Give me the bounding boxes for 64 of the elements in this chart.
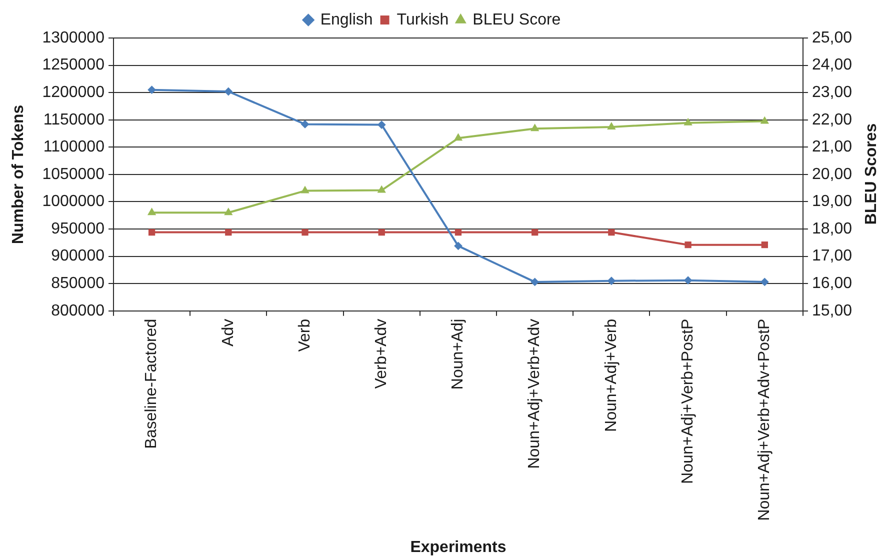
y2-tick-label: 23,00 [812,84,852,101]
point [454,242,462,250]
y2-tick-label: 21,00 [812,138,852,156]
y-tick-label: 1050000 [42,166,105,183]
point [760,278,769,286]
point [530,278,539,286]
point [454,228,462,236]
point [532,228,538,236]
y-tick-label: 1300000 [42,29,105,46]
point [607,276,616,285]
point [148,86,156,94]
point [608,228,615,236]
x-tick-label: Noun+Adj+Verb [602,318,620,432]
point [530,124,539,132]
y2-tick-label: 16,00 [812,274,852,292]
point [761,242,768,248]
x-tick-label: Noun+Adj+Verb+Adv+PostP [756,318,774,521]
x-tick-label: Noun+Adj+Verb+Adv [526,318,544,469]
point [607,122,616,130]
y-tick-label: 800000 [51,302,105,320]
point [378,186,386,193]
y-tick-label: 1000000 [42,193,105,210]
point [454,134,462,141]
y2-tick-label: 18,00 [812,220,852,238]
point [224,87,232,96]
x-tick-label: Adv [220,318,237,346]
point [684,118,692,126]
y2-axis-title: BLEU Scores [863,124,881,226]
y-tick-label: 950000 [51,220,105,238]
y-tick-label: 900000 [51,248,105,265]
y2-tick-label: 17,00 [812,248,852,265]
point [378,228,385,236]
point [148,228,156,236]
point [301,120,310,128]
y-tick-label: 1150000 [43,111,105,128]
y2-tick-label: 19,00 [812,193,852,210]
point [378,120,386,129]
x-tick-label: Verb [296,318,314,352]
legend-label: BLEU Score [472,11,561,28]
y-tick-label: 1250000 [42,56,105,74]
y-tick-label: 1100000 [43,138,105,156]
x-tick-label: Baseline-Factored [143,318,160,449]
x-axis-title: Experiments [410,538,506,556]
legend-label: English [320,11,373,28]
point [301,186,309,194]
point [224,208,232,216]
point [760,116,769,124]
x-tick-label: Noun+Adj [450,318,467,390]
y2-tick-label: 22,00 [812,111,852,128]
y2-tick-label: 24,00 [812,56,852,74]
legend-label: Turkish [396,11,449,28]
y2-tick-label: 20,00 [812,166,852,183]
point [684,276,692,284]
point [302,228,308,236]
y-tick-label: 850000 [51,274,105,292]
y2-tick-label: 25,00 [812,29,852,46]
y-tick-label: 1200000 [42,84,105,101]
y2-tick-label: 15,00 [812,302,852,320]
point [225,228,232,236]
x-tick-label: Noun+Adj+Verb+PostP [679,318,696,484]
y-axis-title: Number of Tokens [10,104,28,244]
point [684,242,692,248]
point [148,208,156,216]
x-tick-label: Verb+Adv [373,318,390,389]
